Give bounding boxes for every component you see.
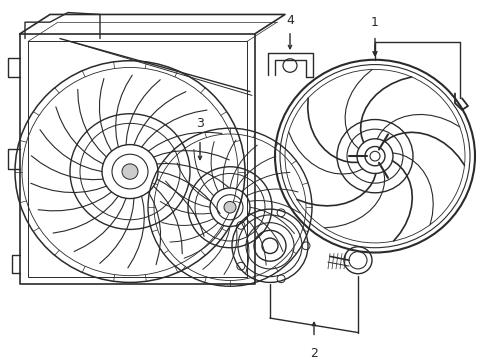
Text: 2: 2 xyxy=(309,347,317,360)
Text: 3: 3 xyxy=(196,117,203,130)
Text: 1: 1 xyxy=(370,16,378,29)
Text: 4: 4 xyxy=(285,14,293,27)
Circle shape xyxy=(224,202,236,213)
Circle shape xyxy=(122,164,138,179)
